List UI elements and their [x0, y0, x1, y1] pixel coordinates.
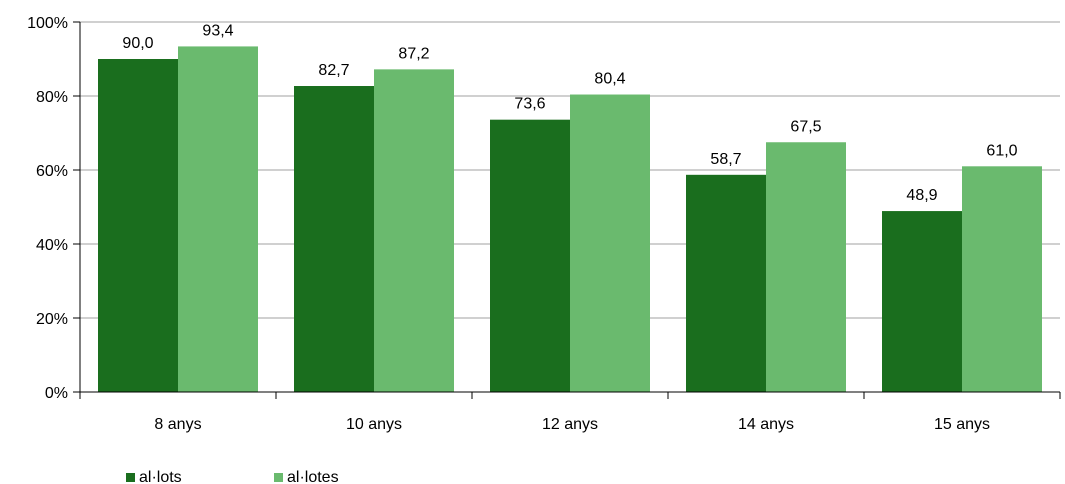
data-label: 90,0	[122, 35, 153, 52]
data-labels: 90,0 93,4 82,7 87,2 73,6 80,4 58,7 67,5 48,9 61,0	[122, 22, 1017, 204]
bar-allotes	[178, 46, 258, 393]
bar-allots	[882, 211, 962, 392]
data-label: 82,7	[318, 62, 349, 79]
y-tick-label: 20%	[36, 311, 68, 328]
data-label: 48,9	[906, 187, 937, 204]
legend-label: al·lotes	[287, 469, 339, 484]
bars	[98, 46, 1042, 393]
y-tick-label: 60%	[36, 163, 68, 180]
x-tick-label: 10 anys	[346, 416, 402, 433]
data-label: 80,4	[594, 71, 625, 88]
data-label: 58,7	[710, 151, 741, 168]
bar-allotes	[962, 166, 1042, 392]
data-label: 67,5	[790, 118, 821, 135]
data-label: 61,0	[986, 142, 1017, 159]
data-label: 73,6	[514, 96, 545, 113]
legend-label: al·lots	[139, 469, 182, 484]
x-axis: 8 anys 10 anys 12 anys 14 anys 15 anys	[73, 391, 1061, 433]
data-label: 93,4	[202, 22, 233, 39]
x-tick-label: 15 anys	[934, 416, 990, 433]
x-tick-label: 12 anys	[542, 416, 598, 433]
y-tick-label: 100%	[27, 15, 68, 32]
y-tick-label: 40%	[36, 237, 68, 254]
bar-allots	[294, 86, 374, 392]
x-tick-label: 8 anys	[154, 416, 201, 433]
bar-allots	[490, 119, 570, 393]
bar-allotes	[766, 142, 846, 392]
x-tick-label: 14 anys	[738, 416, 794, 433]
bar-allotes	[374, 69, 454, 393]
bar-allots	[98, 59, 178, 392]
bar-allots	[686, 174, 766, 392]
legend: al·lots al·lotes	[126, 469, 339, 484]
y-axis: 0% 20% 40% 60% 80% 100%	[27, 15, 81, 402]
data-label: 87,2	[398, 45, 429, 62]
bar-allotes	[570, 94, 650, 393]
y-tick-label: 0%	[45, 385, 68, 402]
y-tick-label: 80%	[36, 89, 68, 106]
legend-swatch	[126, 473, 135, 482]
legend-swatch	[274, 473, 283, 482]
